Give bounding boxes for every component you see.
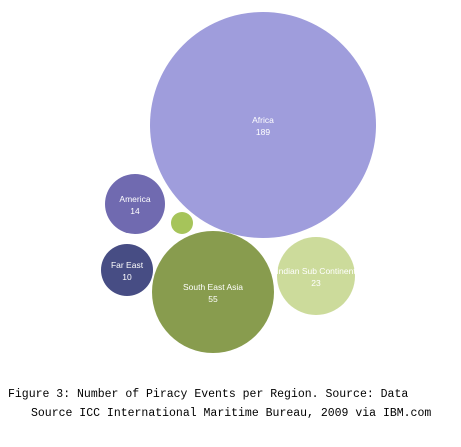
caption-line-1: Figure 3: Number of Piracy Events per Re… (8, 388, 409, 401)
bubble-far-east-circle (101, 244, 153, 296)
bubble-america: America 14 (105, 174, 165, 234)
caption-line-2: Source ICC International Maritime Bureau… (31, 407, 432, 420)
bubble-africa-circle (150, 12, 376, 238)
bubble-far-east: Far East 10 (101, 244, 153, 296)
bubble-chart: Africa 189 South East Asia 55 Indian Sub Con… (101, 12, 376, 353)
bubble-far-east-name-label: Far East (111, 260, 144, 270)
bubble-indian-sub-continent-circle (277, 237, 355, 315)
bubble-south-east-asia: South East Asia 55 (152, 231, 274, 353)
bubble-unlabeled (171, 212, 193, 234)
bubble-indian-sub-continent: Indian Sub Continent 23 (276, 237, 356, 315)
bubble-indian-sub-continent-value-label: 23 (311, 278, 321, 288)
bubble-africa-value-label: 189 (256, 127, 270, 137)
bubble-south-east-asia-name-label: South East Asia (183, 282, 243, 292)
bubble-america-circle (105, 174, 165, 234)
bubble-far-east-value-label: 10 (122, 272, 132, 282)
bubble-indian-sub-continent-name-label: Indian Sub Continent (276, 266, 356, 276)
bubble-south-east-asia-value-label: 55 (208, 294, 218, 304)
figure-caption: Figure 3: Number of Piracy Events per Re… (8, 385, 458, 423)
bubble-africa-name-label: Africa (252, 115, 274, 125)
bubble-africa: Africa 189 (150, 12, 376, 238)
bubble-unlabeled-circle (171, 212, 193, 234)
bubble-south-east-asia-circle (152, 231, 274, 353)
bubble-america-name-label: America (119, 194, 150, 204)
bubble-america-value-label: 14 (130, 206, 140, 216)
